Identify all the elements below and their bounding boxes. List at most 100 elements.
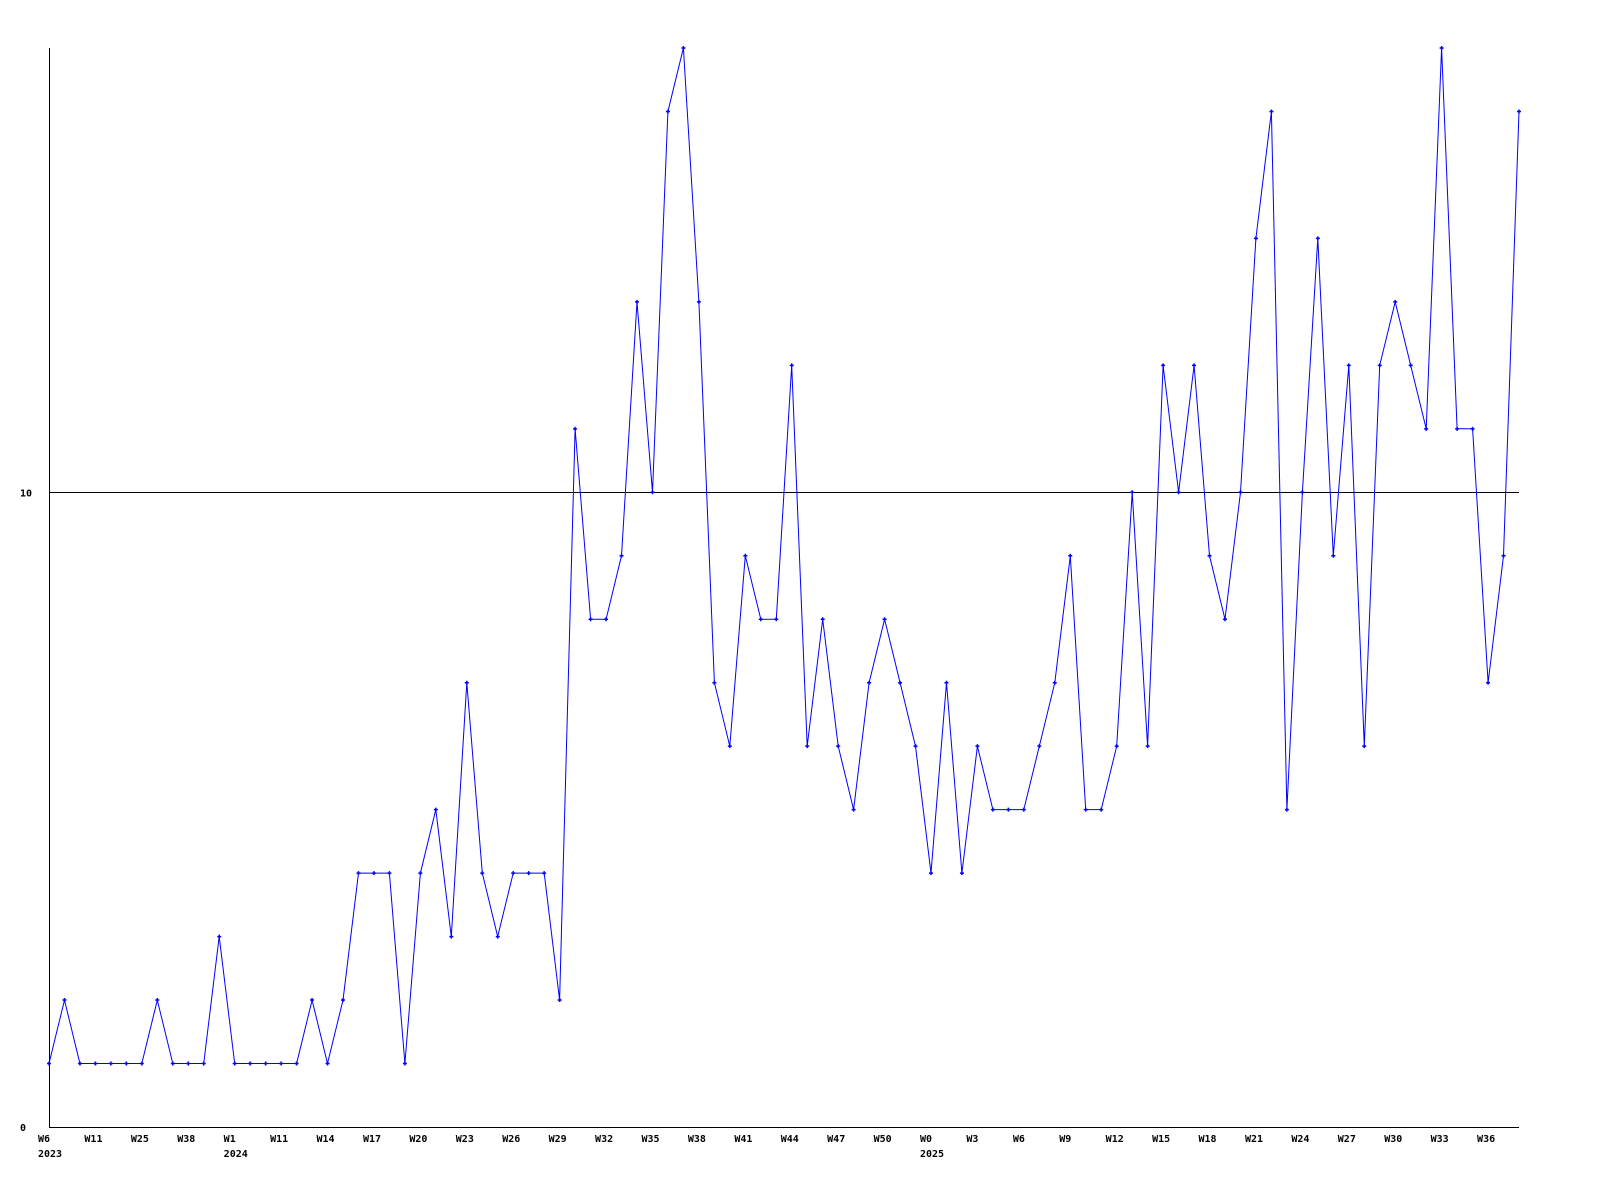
data-point <box>1331 553 1336 558</box>
data-point <box>758 617 763 622</box>
data-point <box>418 871 423 876</box>
data-point <box>170 1061 175 1066</box>
data-point <box>1145 744 1150 749</box>
data-point <box>650 490 655 495</box>
x-tick-label: W15 <box>1152 1134 1170 1145</box>
data-point <box>1346 363 1351 368</box>
x-tick-label: W0 <box>920 1134 932 1145</box>
data-point <box>727 744 732 749</box>
data-point <box>124 1061 129 1066</box>
x-tick-label: W32 <box>595 1134 613 1145</box>
series <box>47 46 1521 1066</box>
data-point <box>681 46 686 50</box>
x-tick-label: W21 <box>1245 1134 1263 1145</box>
x-tick-label: W36 <box>1477 1134 1495 1145</box>
data-point <box>696 299 701 304</box>
data-point <box>635 299 639 304</box>
data-point <box>1424 426 1429 431</box>
data-point <box>1130 490 1135 495</box>
data-point <box>1408 363 1413 368</box>
data-point <box>1021 807 1026 812</box>
year-label: 2023 <box>38 1149 62 1160</box>
x-tick-label: W26 <box>502 1134 520 1145</box>
data-point <box>371 871 376 876</box>
data-point <box>1315 236 1320 241</box>
data-point <box>712 680 717 685</box>
data-point <box>1192 363 1197 368</box>
x-tick-label: W6 <box>38 1134 50 1145</box>
data-point <box>341 998 345 1003</box>
data-point <box>201 1061 206 1066</box>
data-point <box>232 1061 237 1066</box>
data-point <box>294 1061 299 1066</box>
data-point <box>325 1061 330 1066</box>
data-point <box>867 680 872 685</box>
data-point <box>1455 426 1460 431</box>
data-point <box>665 109 670 114</box>
x-tick-label: W17 <box>363 1134 381 1145</box>
data-point <box>619 553 624 558</box>
x-tick-label: W44 <box>781 1134 799 1145</box>
x-tick-label: W6 <box>1013 1134 1025 1145</box>
data-point <box>402 1061 407 1066</box>
data-point <box>263 1061 268 1066</box>
data-point <box>851 807 856 812</box>
data-point <box>1006 807 1011 812</box>
data-point <box>464 680 469 685</box>
x-tick-label: W30 <box>1384 1134 1402 1145</box>
data-point <box>387 871 392 876</box>
data-point <box>990 807 995 812</box>
data-point <box>820 617 825 622</box>
data-point <box>774 617 779 622</box>
data-point <box>836 744 841 749</box>
data-point <box>913 744 918 749</box>
data-point <box>1393 299 1398 304</box>
series-line <box>48 47 1520 1064</box>
x-tick-label: W38 <box>177 1134 195 1145</box>
x-tick-label: W38 <box>688 1134 706 1145</box>
data-point <box>248 1061 253 1066</box>
data-point <box>542 871 547 876</box>
data-point <box>805 744 810 749</box>
x-tick-label: W20 <box>409 1134 427 1145</box>
data-point <box>1099 807 1104 812</box>
data-point <box>929 871 933 876</box>
data-point <box>279 1061 284 1066</box>
data-point <box>1037 744 1042 749</box>
data-point <box>743 553 748 558</box>
data-point <box>108 1061 113 1066</box>
data-point <box>1068 553 1073 558</box>
data-point <box>1176 490 1181 495</box>
data-point <box>433 807 438 812</box>
x-tick-label: W47 <box>827 1134 845 1145</box>
data-point <box>975 744 980 749</box>
y-tick-label: 0 <box>20 1123 26 1134</box>
data-point <box>511 871 516 876</box>
data-point <box>557 998 562 1003</box>
data-point <box>1439 46 1444 50</box>
data-point <box>1470 426 1475 431</box>
data-point <box>139 1061 144 1066</box>
data-point <box>1362 744 1367 749</box>
x-tick-label: W27 <box>1338 1134 1356 1145</box>
data-point <box>898 680 903 685</box>
data-point <box>495 934 500 939</box>
data-point <box>1161 363 1166 368</box>
data-point <box>1501 553 1506 558</box>
data-point <box>93 1061 98 1066</box>
data-point <box>62 998 67 1003</box>
axes <box>49 48 1519 1128</box>
data-point <box>1253 236 1258 241</box>
data-point <box>588 617 593 622</box>
x-tick-label: W3 <box>966 1134 978 1145</box>
data-point <box>1223 617 1227 622</box>
data-point <box>1269 109 1274 114</box>
data-point <box>944 680 949 685</box>
x-tick-label: W1 <box>224 1134 236 1145</box>
data-point <box>882 617 887 622</box>
data-point <box>356 871 361 876</box>
data-point <box>573 426 578 431</box>
x-tick-label: W11 <box>270 1134 288 1145</box>
